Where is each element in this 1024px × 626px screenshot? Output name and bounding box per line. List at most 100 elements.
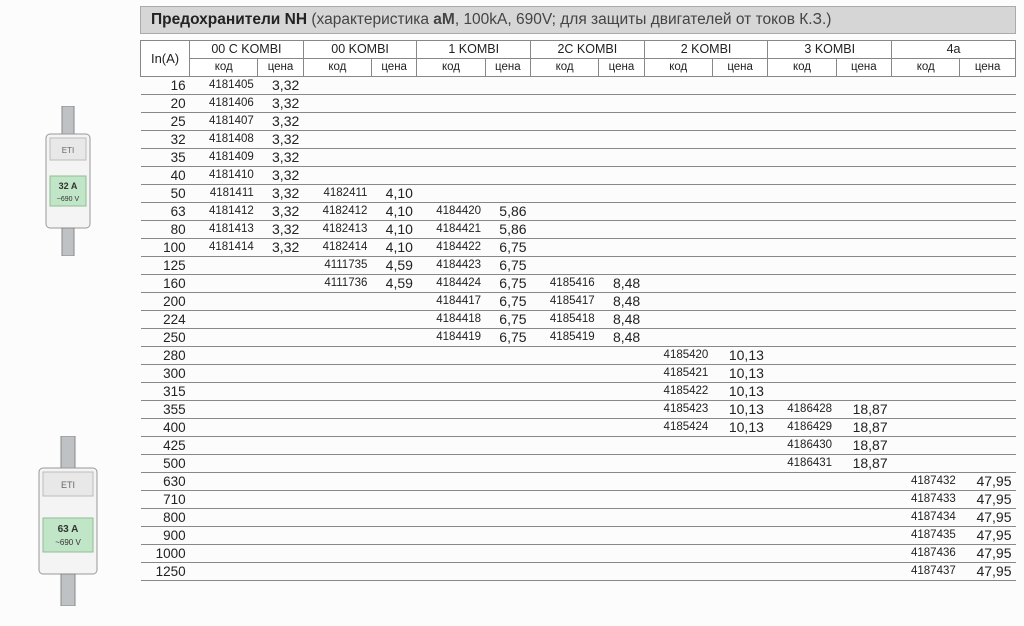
cell-price <box>836 257 892 275</box>
table-row: 425418643018,87 <box>141 437 1016 455</box>
cell-code <box>768 149 836 167</box>
cell-price <box>836 347 892 365</box>
svg-text:63 A: 63 A <box>58 524 79 535</box>
cell-code <box>303 527 371 545</box>
cell-code <box>531 527 599 545</box>
table-row: 315418542210,13 <box>141 383 1016 401</box>
cell-code <box>303 365 371 383</box>
table-row: 1000418743647,95 <box>141 545 1016 563</box>
table-row: 400418542410,13418642918,87 <box>141 419 1016 437</box>
cell-price <box>836 527 892 545</box>
cell-price: 18,87 <box>836 419 892 437</box>
cell-code <box>644 563 712 581</box>
cell-code <box>768 95 836 113</box>
table-row: 3541814093,32 <box>141 149 1016 167</box>
cell-code <box>417 383 485 401</box>
cell-code <box>768 239 836 257</box>
cell-in: 160 <box>141 275 190 293</box>
cell-price: 8,48 <box>599 275 645 293</box>
cell-in: 16 <box>141 77 190 95</box>
cell-price <box>258 329 304 347</box>
cell-code <box>531 221 599 239</box>
images-column: ETI 32 A ~690 V ETI 63 A ~690 V <box>8 6 128 606</box>
cell-code <box>644 545 712 563</box>
cell-price <box>712 113 768 131</box>
cell-price <box>371 113 417 131</box>
cell-code: 4181405 <box>190 77 258 95</box>
cell-price: 4,10 <box>371 239 417 257</box>
cell-price <box>371 131 417 149</box>
cell-code <box>644 185 712 203</box>
cell-price <box>485 383 531 401</box>
cell-price: 3,32 <box>258 131 304 149</box>
cell-code <box>303 113 371 131</box>
cell-price <box>960 383 1016 401</box>
cell-price <box>371 347 417 365</box>
cell-code <box>417 419 485 437</box>
cell-code <box>531 95 599 113</box>
cell-price <box>836 239 892 257</box>
cell-code <box>768 365 836 383</box>
svg-text:ETI: ETI <box>62 146 74 155</box>
cell-in: 50 <box>141 185 190 203</box>
cell-code <box>531 365 599 383</box>
cell-code: 4187432 <box>892 473 960 491</box>
cell-code <box>303 77 371 95</box>
cell-price: 8,48 <box>599 329 645 347</box>
fuse-image-2: ETI 63 A ~690 V <box>8 436 128 606</box>
cell-code <box>644 329 712 347</box>
cell-code <box>892 185 960 203</box>
cell-price <box>371 293 417 311</box>
cell-price <box>371 527 417 545</box>
cell-price <box>371 167 417 185</box>
cell-code: 4187435 <box>892 527 960 545</box>
cell-code <box>768 293 836 311</box>
cell-code: 4187436 <box>892 545 960 563</box>
cell-price <box>371 419 417 437</box>
cell-price <box>960 167 1016 185</box>
cell-price <box>485 131 531 149</box>
cell-code <box>190 401 258 419</box>
table-row: 12541117354,5941844236,75 <box>141 257 1016 275</box>
table-row: 630418743247,95 <box>141 473 1016 491</box>
cell-price <box>599 257 645 275</box>
cell-price <box>836 293 892 311</box>
cell-code <box>303 455 371 473</box>
cell-code <box>768 275 836 293</box>
cell-code <box>892 221 960 239</box>
cell-price <box>836 365 892 383</box>
cell-price: 10,13 <box>712 401 768 419</box>
cell-price <box>599 491 645 509</box>
cell-price <box>599 419 645 437</box>
cell-code <box>303 167 371 185</box>
cell-code: 4181413 <box>190 221 258 239</box>
cell-price <box>485 419 531 437</box>
cell-code: 4185421 <box>644 365 712 383</box>
cell-code <box>892 383 960 401</box>
cell-price <box>712 257 768 275</box>
cell-code <box>531 545 599 563</box>
cell-in: 710 <box>141 491 190 509</box>
cell-price <box>599 401 645 419</box>
cell-code <box>644 509 712 527</box>
cell-price <box>960 401 1016 419</box>
cell-code: 4186431 <box>768 455 836 473</box>
table-row: 25041844196,7541854198,48 <box>141 329 1016 347</box>
cell-code <box>892 239 960 257</box>
cell-in: 1000 <box>141 545 190 563</box>
cell-price <box>712 563 768 581</box>
cell-price <box>836 491 892 509</box>
cell-price <box>371 383 417 401</box>
cell-code <box>417 167 485 185</box>
cell-price <box>960 95 1016 113</box>
header-group: 00 C KOMBI <box>190 41 304 59</box>
cell-in: 800 <box>141 509 190 527</box>
cell-price <box>599 527 645 545</box>
cell-code <box>190 455 258 473</box>
cell-price: 3,32 <box>258 95 304 113</box>
cell-price <box>485 167 531 185</box>
cell-price: 6,75 <box>485 257 531 275</box>
cell-code <box>531 257 599 275</box>
cell-code <box>892 329 960 347</box>
cell-in: 125 <box>141 257 190 275</box>
